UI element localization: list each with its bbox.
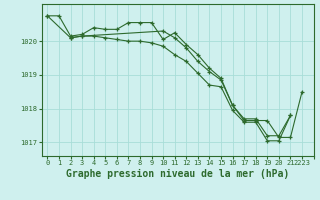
X-axis label: Graphe pression niveau de la mer (hPa): Graphe pression niveau de la mer (hPa) xyxy=(66,169,289,179)
